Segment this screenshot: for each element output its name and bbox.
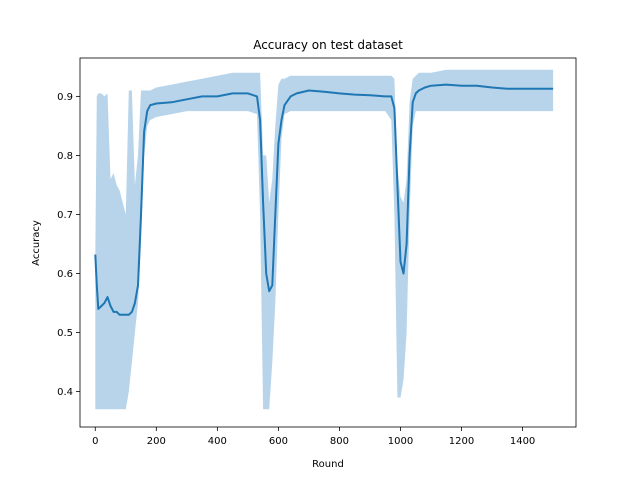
x-tick-label: 1200 [449, 436, 474, 447]
x-tick-label: 1000 [388, 436, 413, 447]
y-tick-label: 0.6 [57, 269, 73, 280]
x-tick-label: 600 [269, 436, 288, 447]
chart-title: Accuracy on test dataset [253, 38, 403, 52]
x-tick-label: 0 [92, 436, 98, 447]
y-tick-label: 0.7 [57, 210, 73, 221]
x-tick-label: 200 [147, 436, 166, 447]
accuracy-series-line [94, 83, 554, 316]
x-axis-label: Round [312, 459, 344, 470]
y-tick-label: 0.4 [57, 387, 73, 398]
x-tick-label: 1400 [510, 436, 535, 447]
y-tick-label: 0.9 [57, 92, 73, 103]
y-axis-label: Accuracy [31, 220, 42, 266]
axes-frame [79, 57, 577, 428]
x-tick-label: 800 [330, 436, 349, 447]
plot-area [94, 69, 554, 410]
confidence-band [95, 69, 554, 410]
y-tick-label: 0.5 [57, 328, 73, 339]
y-tick-label: 0.8 [57, 151, 73, 162]
x-tick-label: 400 [208, 436, 227, 447]
x-axis-ticks: 0 200 400 600 800 1000 1200 1400 [92, 427, 535, 447]
y-axis-ticks: 0.4 0.5 0.6 0.7 0.8 0.9 [57, 92, 80, 398]
